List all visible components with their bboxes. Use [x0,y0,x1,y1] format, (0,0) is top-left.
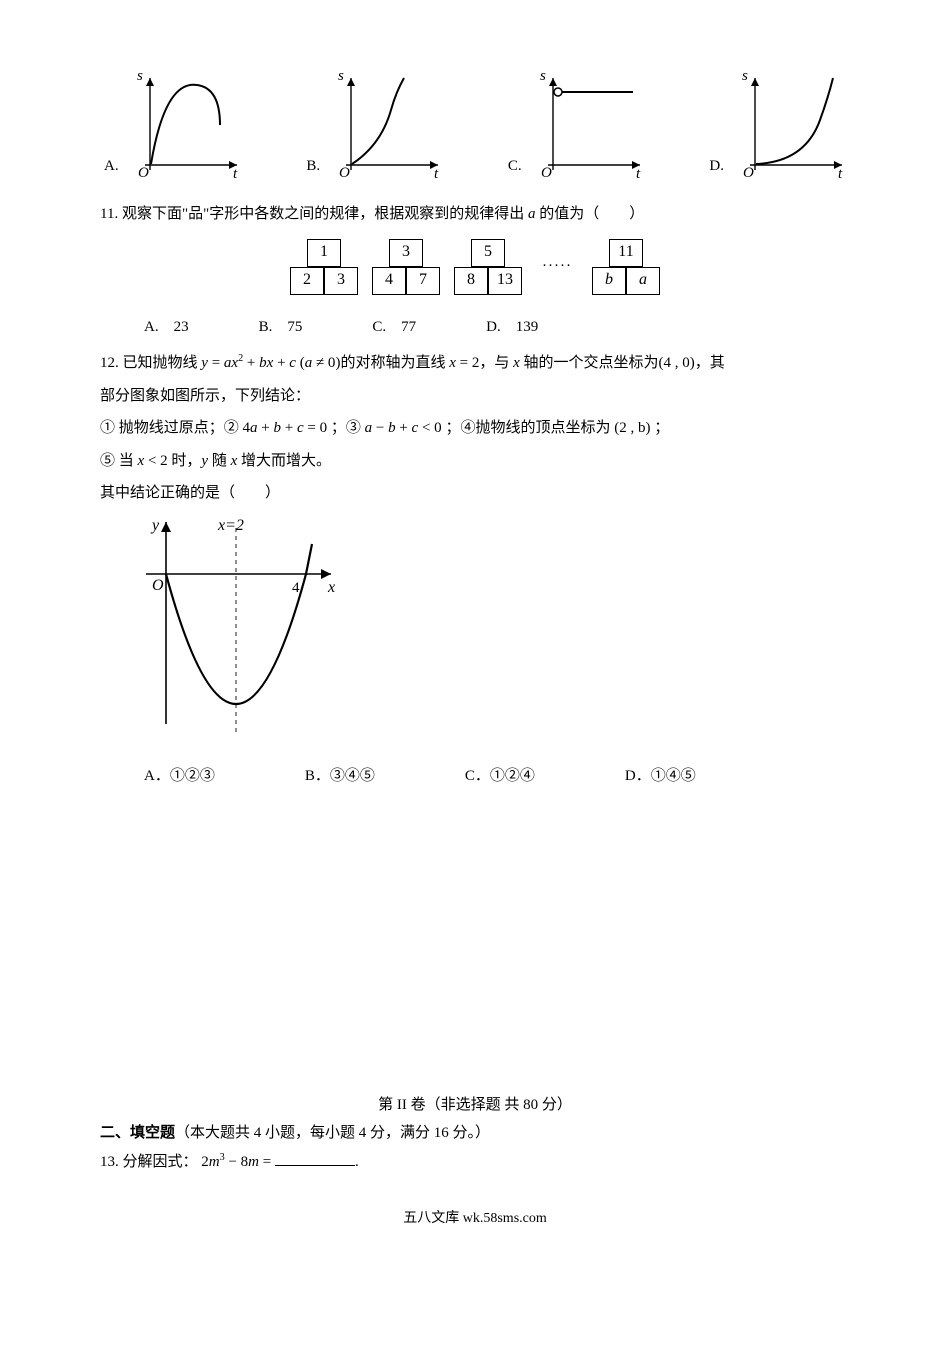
svg-text:4: 4 [292,580,300,596]
svg-text:x=2: x=2 [217,517,244,534]
section2-sub: 二、填空题（本大题共 4 小题，每小题 4 分，满分 16 分。） [100,1119,850,1148]
q11-stem-end: 的值为（ ） [539,206,644,222]
q10-option-a[interactable]: A. s t O [100,70,245,180]
q12-opt-b[interactable]: B．③④⑤ [305,762,375,791]
q10-option-c[interactable]: C. s t O [504,70,648,180]
q10-label-b: B. [306,152,320,181]
q11-opt-c[interactable]: C. 77 [372,313,416,342]
svg-text:s: s [338,70,344,84]
q13-number: 13. [100,1154,119,1170]
q11-fig-2: 347 [372,239,440,295]
q11-opt-d[interactable]: D. 139 [486,313,538,342]
svg-text:t: t [434,166,439,180]
q12-options: A．①②③ B．③④⑤ C．①②④ D．①④⑤ [100,762,850,791]
svg-text:O: O [743,165,754,180]
q11-fig-3: 5813 [454,239,522,295]
svg-text:t: t [233,166,238,180]
q12-question: 其中结论正确的是（ ） [100,479,850,508]
svg-text:t: t [636,166,641,180]
section2-title: 第 II 卷（非选择题 共 80 分） [100,1091,850,1120]
q13-blank[interactable] [275,1165,355,1166]
q12-eq1: y = ax2 + bx + c [201,355,296,371]
q12-s1-eq2: a − b + c < 0 [365,420,442,436]
q11-number: 11. [100,206,118,222]
q10-label-a: A. [104,152,119,181]
svg-text:O: O [541,165,552,180]
q10-label-d: D. [709,152,724,181]
q12-eq2: x = 2 [449,355,479,371]
q11-opt-b[interactable]: B. 75 [259,313,303,342]
q10-option-b[interactable]: B. s t O [302,70,446,180]
q11: 11. 观察下面"品"字形中各数之间的规律，根据观察到的规律得出 a 的值为（ … [100,200,850,229]
q10-label-c: C. [508,152,522,181]
q12-line1: 12. 已知抛物线 y = ax2 + bx + c (a ≠ 0)的对称轴为直… [100,349,850,378]
svg-text:s: s [540,70,546,84]
graph-b-icon: s t O [326,70,446,180]
svg-text:t: t [838,166,843,180]
graph-d-icon: s t O [730,70,850,180]
q13-stem: 分解因式： [123,1154,198,1170]
q12-opt-c[interactable]: C．①②④ [465,762,535,791]
q12-line2: 部分图象如图所示，下列结论： [100,382,850,411]
graph-a-icon: s t O [125,70,245,180]
q11-fig-1: 123 [290,239,358,295]
q11-figures: 123 347 5813 ····· 11ba [100,239,850,295]
q12-opt-a[interactable]: A．①②③ [144,762,215,791]
q12-opt-d[interactable]: D．①④⑤ [625,762,696,791]
svg-text:O: O [138,165,149,180]
q12-s1-eq1: 4a + b + c = 0 [243,420,328,436]
q12-figure: y x O x=2 4 [136,514,850,755]
svg-text:s: s [742,70,748,84]
q11-var: a [528,206,536,222]
svg-text:x: x [327,579,335,596]
q10-option-d[interactable]: D. s t O [705,70,850,180]
svg-text:y: y [150,517,160,534]
parabola-icon: y x O x=2 4 [136,514,346,744]
q12-statements-2: ⑤ 当 x < 2 时，y 随 x 增大而增大。 [100,447,850,476]
svg-text:s: s [137,70,143,84]
ellipsis: ····· [542,252,572,281]
q10-graph-row: A. s t O B. s t O C. [100,70,850,180]
page-footer: 五八文库 wk.58sms.com [100,1206,850,1233]
q11-opt-a[interactable]: A. 23 [144,313,189,342]
q11-fig-last: 11ba [592,239,660,295]
svg-text:O: O [152,577,164,594]
q12-number: 12. [100,355,119,371]
q11-stem: 观察下面"品"字形中各数之间的规律，根据观察到的规律得出 [122,206,524,222]
q13-expr: 2m3 − 8m = [201,1154,271,1170]
q13: 13. 分解因式： 2m3 − 8m = . [100,1148,850,1177]
q12-cond1: a ≠ 0 [305,355,336,371]
q11-options: A. 23 B. 75 C. 77 D. 139 [100,313,850,342]
section2-sub-bold: 二、填空题 [100,1125,175,1141]
svg-text:O: O [339,165,350,180]
q12-statements-1: ① 抛物线过原点；② 4a + b + c = 0 ；③ a − b + c <… [100,414,850,443]
graph-c-icon: s t O [528,70,648,180]
